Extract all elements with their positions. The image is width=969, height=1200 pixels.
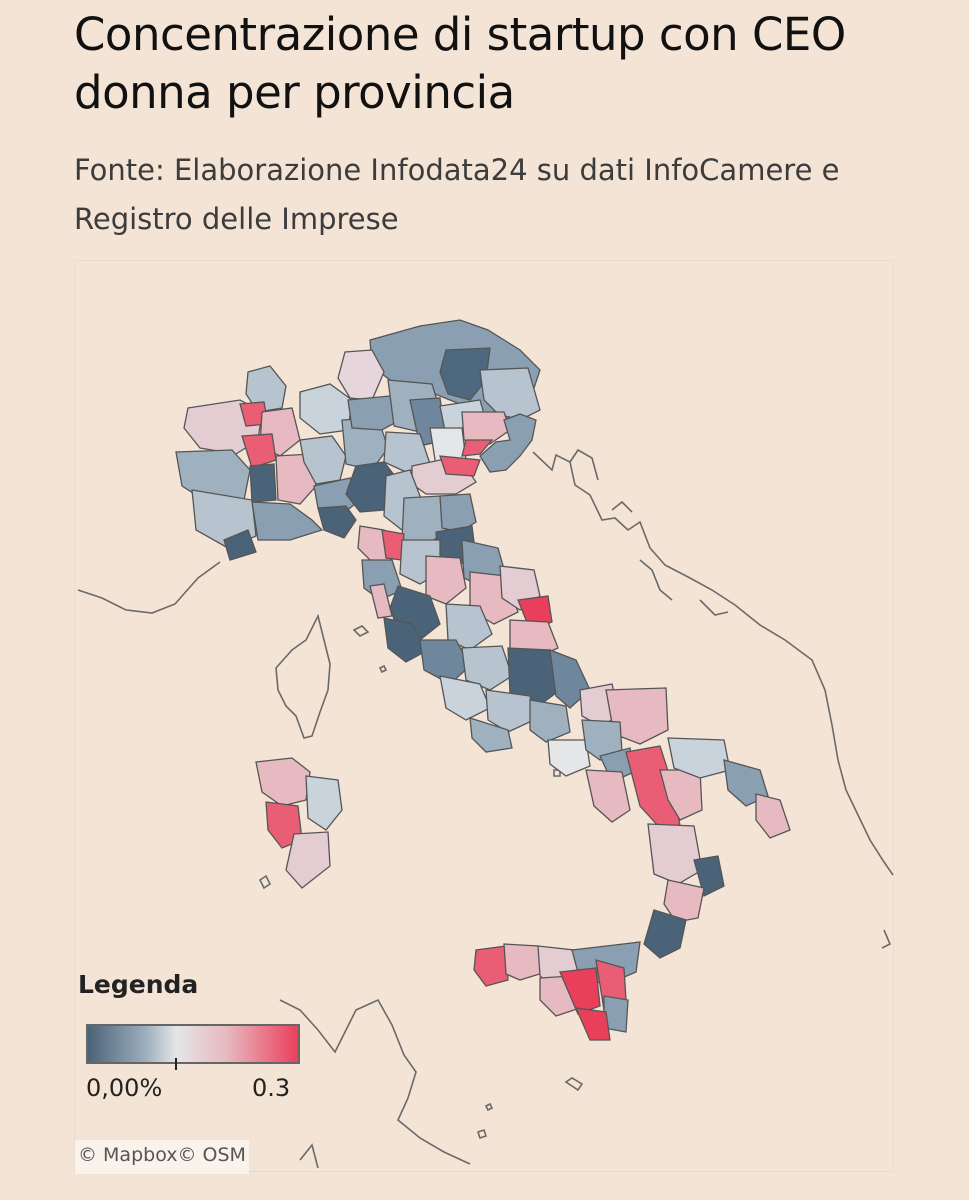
map-attribution[interactable]: © Mapbox© OSM bbox=[75, 1140, 249, 1174]
page-title: Concentrazione di startup con CEO donna … bbox=[74, 8, 846, 119]
page-subtitle: Fonte: Elaborazione Infodata24 su dati I… bbox=[74, 153, 840, 236]
legend-tick bbox=[175, 1058, 177, 1070]
map-frame bbox=[74, 260, 894, 1172]
legend-max-label: 0.3 bbox=[252, 1074, 291, 1102]
legend-min-label: 0,00% bbox=[86, 1074, 163, 1102]
legend-title: Legenda bbox=[78, 970, 199, 999]
legend-color-scale bbox=[86, 1024, 300, 1064]
surrounding-coastlines bbox=[77, 448, 894, 1169]
province-regions bbox=[175, 319, 791, 1041]
